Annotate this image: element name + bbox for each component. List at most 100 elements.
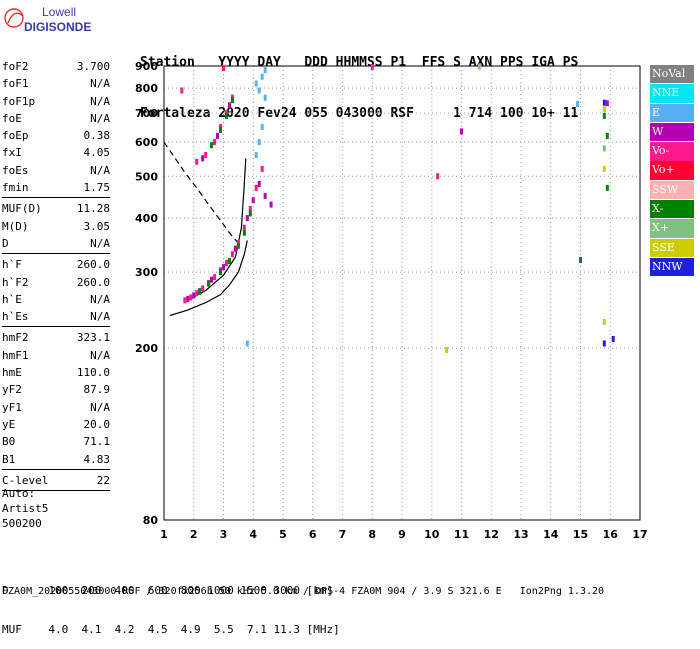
param-row: hmF1 N/A [2, 347, 110, 364]
echo-point [257, 139, 261, 146]
param-row: fmin 1.75 [2, 179, 110, 196]
param-value: 4.83 [83, 452, 111, 466]
param-label: D [2, 236, 9, 250]
param-value: 87.9 [83, 383, 111, 397]
legend-item-noval: NoVal [650, 65, 694, 84]
logo-swirl-arc [7, 12, 24, 24]
param-label: foF1p [2, 94, 36, 108]
echo-point [251, 197, 255, 204]
param-label: yF1 [2, 400, 22, 414]
y-tick-label: 700 [135, 107, 158, 120]
param-label: C-level [2, 473, 49, 487]
param-label: h`Es [2, 310, 29, 324]
ionogram-plot: 1 2 3 4 5 6 7 8 9 10 11 12 13 14 15 16 17802003004005006… [135, 60, 648, 541]
echo-point [260, 165, 264, 172]
echo-point [201, 155, 205, 162]
param-row: hmE 110.0 [2, 364, 110, 381]
muf-distance-table: D 100 200 400 600 800 1000 1500 3000 [km… [2, 558, 340, 649]
x-tick-label: 16 [603, 528, 619, 541]
param-label: foF1 [2, 77, 29, 91]
param-value: 3.700 [76, 60, 110, 73]
echo-point [257, 87, 261, 94]
x-tick-label: 1 [160, 528, 168, 541]
echo-point [219, 126, 223, 133]
echo-point [201, 285, 205, 292]
param-row: foF2 3.700 [2, 58, 110, 75]
param-row: B0 71.1 [2, 433, 110, 450]
legend-item-w: W [650, 122, 694, 142]
echo-point [242, 229, 246, 236]
x-tick-label: 17 [632, 528, 647, 541]
echo-point [195, 290, 199, 297]
param-value: 260.0 [76, 258, 110, 272]
param-row: hmF2 323.1 [2, 329, 110, 346]
echo-point [248, 205, 252, 212]
echo-point [602, 165, 606, 172]
x-tick-label: 4 [249, 528, 257, 541]
param-separator [2, 253, 110, 255]
x-tick-label: 5 [279, 528, 287, 541]
echo-point [245, 340, 249, 347]
param-label: foE [2, 111, 22, 125]
param-value: 4.05 [83, 146, 111, 160]
echo-point [602, 99, 606, 106]
echo-point [198, 288, 202, 295]
auto-program: Artist5 [2, 502, 49, 515]
echo-point [219, 269, 223, 276]
echo-point [477, 63, 481, 70]
echo-point [460, 128, 463, 135]
header-values: Fortaleza 2020 Fev24 055 043000 RSF 1 71… [140, 106, 579, 121]
param-label: h`F2 [2, 275, 29, 289]
param-label: yF2 [2, 383, 22, 397]
echo-point [210, 142, 214, 149]
param-separator [2, 197, 110, 199]
param-value: N/A [90, 236, 110, 250]
param-row: yF1 N/A [2, 399, 110, 416]
y-tick-label: 80 [143, 514, 159, 527]
echo-point [602, 318, 606, 325]
param-label: h`E [2, 292, 22, 306]
echo-point [192, 292, 196, 299]
param-label: foF2 [2, 60, 29, 73]
muf-row: MUF 4.0 4.1 4.2 4.5 4.9 5.5 7.1 11.3 [MH… [2, 623, 340, 636]
logo-swirl-icon [4, 8, 24, 28]
echo-point [602, 106, 606, 113]
echo-point [605, 100, 609, 107]
profile-curve [169, 240, 248, 317]
echo-point [245, 215, 249, 222]
echo-point [436, 173, 440, 180]
param-row: foF1p N/A [2, 93, 110, 110]
param-value: N/A [90, 111, 110, 125]
y-tick-label: 600 [135, 136, 158, 149]
echo-point [207, 280, 211, 287]
logo-lowell-text: Lowell [42, 5, 76, 19]
echo-point [210, 276, 214, 283]
param-row: yE 20.0 [2, 416, 110, 433]
param-value: 1.75 [83, 181, 111, 195]
legend-item-nnw: NNW [650, 257, 694, 277]
file-info-footer: FZA0M_2020055043000.RSF / 320fx256h 50 k… [2, 586, 605, 597]
x-tick-label: 14 [543, 528, 559, 541]
echo-point [230, 97, 234, 104]
echo-point [227, 258, 231, 265]
param-label: hmF2 [2, 331, 29, 345]
param-label: yE [2, 417, 16, 431]
echo-point [370, 64, 374, 71]
echo-point [605, 132, 609, 139]
param-value: 0.38 [83, 129, 111, 143]
param-separator [2, 326, 110, 328]
polarization-legend: NoVal NNE E W Vo- Vo+ SSW X- X+ SSE NNW [650, 65, 694, 277]
param-label: foEs [2, 163, 29, 177]
echo-point [213, 274, 217, 281]
echo-point [224, 259, 228, 266]
param-separator [2, 490, 110, 492]
param-row: D N/A [2, 235, 110, 252]
echo-point [236, 242, 240, 249]
x-tick-label: 15 [573, 528, 588, 541]
echo-point [263, 193, 267, 200]
param-row: foEs N/A [2, 162, 110, 179]
param-value: 260.0 [76, 275, 110, 289]
y-tick-label: 800 [135, 82, 158, 95]
x-tick-label: 9 [398, 528, 406, 541]
echo-point [254, 80, 258, 87]
